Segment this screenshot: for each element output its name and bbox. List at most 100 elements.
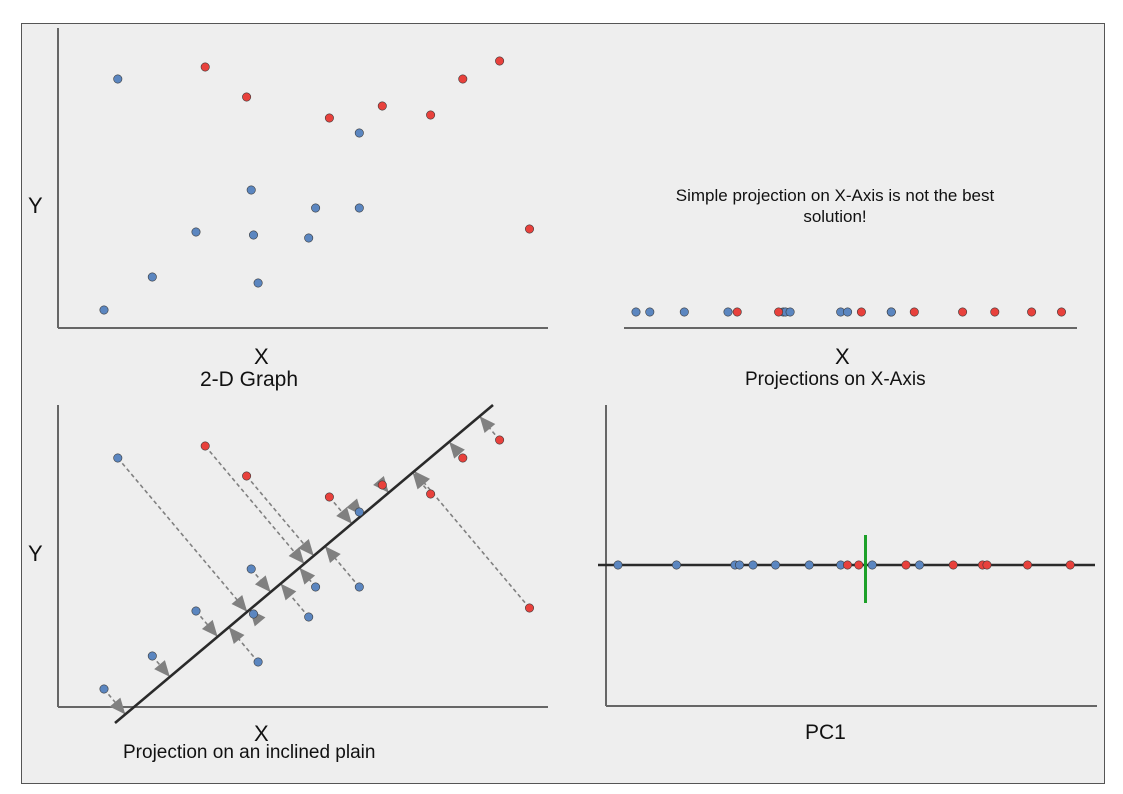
projection-arrows-layer (103, 415, 531, 715)
projection-arrowhead (288, 547, 305, 564)
projx-point-blue (785, 307, 795, 317)
projx-point-blue (843, 307, 853, 317)
inclined-point-red (458, 453, 468, 463)
pc1-point-red (842, 560, 852, 570)
inclined-point-blue (191, 606, 201, 616)
projection-arrowhead (254, 575, 271, 593)
graph2d-point-blue (354, 203, 364, 213)
projx-caption: Projections on X-Axis (745, 369, 926, 390)
projx-point-red (958, 307, 968, 317)
projx-point-blue (645, 307, 655, 317)
graph2d-point-blue (311, 203, 321, 213)
projection-arrowhead (228, 627, 245, 644)
inclined-projection-line (114, 404, 494, 724)
inclined-point-red (495, 435, 505, 445)
inclined-point-blue (249, 609, 259, 619)
graph2d-point-blue (304, 233, 314, 243)
projection-arrowhead (449, 441, 465, 459)
projx-note: Simple projection on X-Axis is not the b… (675, 186, 995, 226)
projx-point-blue (723, 307, 733, 317)
projection-arrowhead (414, 471, 431, 488)
pc1-point-blue (671, 560, 681, 570)
projection-arrowhead (298, 539, 314, 556)
pc1-point-blue (867, 560, 877, 570)
graph2d-y-label: Y (28, 193, 43, 218)
projection-arrow (204, 445, 305, 565)
pc1-point-blue (734, 560, 744, 570)
inclined-point-blue (147, 651, 157, 661)
inclined-x-label: X (254, 721, 269, 746)
graph2d-point-red (524, 224, 534, 234)
pc1-point-red (854, 560, 864, 570)
projx-point-red (990, 307, 1000, 317)
graph2d-point-blue (249, 230, 259, 240)
projx-point-red (1057, 307, 1067, 317)
inclined-point-red (200, 441, 210, 451)
pc1-point-red (901, 560, 911, 570)
graph2d-point-red (200, 62, 210, 72)
pc1-point-blue (613, 560, 623, 570)
pc1-point-red (1065, 560, 1075, 570)
pc1-point-red (948, 560, 958, 570)
projx-point-red (1027, 307, 1037, 317)
projection-arrow (195, 610, 219, 638)
inclined-point-blue (311, 582, 321, 592)
projection-arrowhead (201, 619, 218, 637)
projection-arrowhead (231, 595, 248, 612)
graph2d-point-blue (246, 185, 256, 195)
graph2d-x-label: X (254, 344, 269, 369)
projection-arrowhead (336, 506, 352, 524)
axes-layer (57, 28, 1097, 708)
inclined-point-blue (253, 657, 263, 667)
projx-point-blue (679, 307, 689, 317)
inclined-point-blue (113, 453, 123, 463)
projx-point-red (909, 307, 919, 317)
graph2d-point-blue (253, 278, 263, 288)
graph2d-point-blue (99, 305, 109, 315)
projection-arrowhead (325, 546, 341, 564)
graph2d-point-blue (354, 128, 364, 138)
projx-point-red (774, 307, 784, 317)
projx-point-red (856, 307, 866, 317)
graph2d-point-blue (113, 74, 123, 84)
graph2d-point-red (426, 110, 436, 120)
points-layer (99, 56, 1075, 694)
diagram-frame (21, 23, 1105, 784)
inclined-y-label: Y (28, 541, 43, 566)
inclined-point-blue (304, 612, 314, 622)
inclined-point-blue (246, 564, 256, 574)
graph2d-point-red (495, 56, 505, 66)
graph2d-point-blue (147, 272, 157, 282)
pc1-point-red (1022, 560, 1032, 570)
pc1-point-blue (770, 560, 780, 570)
projection-arrow (117, 457, 248, 613)
projection-arrowhead (299, 567, 316, 585)
projection-arrowhead (479, 416, 496, 434)
graph2d-point-red (377, 101, 387, 111)
graph2d-point-red (458, 74, 468, 84)
inclined-point-red (426, 489, 436, 499)
inclined-point-red (377, 480, 387, 490)
projx-point-red (732, 307, 742, 317)
projection-arrowhead (280, 583, 297, 601)
pc1-point-blue (804, 560, 814, 570)
graph2d-point-blue (191, 227, 201, 237)
pc1-point-red (982, 560, 992, 570)
pc1-point-blue (914, 560, 924, 570)
projx-point-blue (886, 307, 896, 317)
inclined-point-red (324, 492, 334, 502)
graph2d-point-red (324, 113, 334, 123)
projection-arrow (245, 475, 315, 557)
inclined-point-blue (354, 507, 364, 517)
projection-arrow (103, 688, 126, 715)
projx-point-blue (631, 307, 641, 317)
projection-arrowhead (154, 660, 170, 677)
pc1-caption: PC1 (805, 721, 846, 744)
projection-arrowhead (109, 697, 126, 715)
graph2d-point-red (242, 92, 252, 102)
pc1-point-blue (748, 560, 758, 570)
inclined-caption: Projection on an inclined plain (123, 742, 376, 763)
inclined-point-blue (354, 582, 364, 592)
inclined-point-red (242, 471, 252, 481)
